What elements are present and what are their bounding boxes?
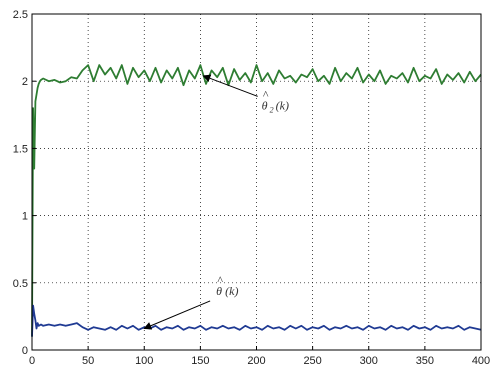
y-tick-label: 0.5 — [13, 278, 28, 290]
y-tick-label: 1 — [22, 211, 28, 223]
x-tick-label: 250 — [303, 355, 321, 367]
x-tick-label: 400 — [472, 355, 490, 367]
annotation-label: ^θ (k) — [216, 273, 238, 298]
axis-ticks: 0 50 100 150 200 250 300 350 400 0 0.5 1 1.5 2 2.5 — [13, 9, 490, 367]
x-tick-label: 100 — [135, 355, 153, 367]
y-tick-label: 0 — [22, 345, 28, 357]
annotation-hat: ^ — [217, 273, 223, 287]
annotation-hat: ^ — [263, 87, 269, 101]
series-line-0 — [31, 64, 482, 337]
annotations: ^θ 2 (k)^θ (k) — [143, 74, 289, 330]
annotation-subscript: 2 — [270, 105, 274, 114]
annotation-argument: (k) — [225, 284, 238, 298]
x-tick-label: 200 — [247, 355, 265, 367]
annotation-arrow — [202, 74, 258, 97]
annotation-symbol: θ — [216, 284, 222, 298]
x-tick-label: 350 — [416, 355, 434, 367]
y-tick-label: 2.5 — [13, 9, 28, 21]
x-tick-label: 150 — [191, 355, 209, 367]
series-group — [31, 64, 482, 337]
annotation-label: ^θ 2 (k) — [262, 87, 289, 114]
y-tick-label: 2 — [22, 76, 28, 88]
y-tick-label: 1.5 — [13, 143, 28, 155]
x-tick-label: 0 — [29, 355, 35, 367]
annotation-arrow — [143, 300, 211, 330]
x-tick-label: 50 — [82, 355, 94, 367]
annotation-symbol: θ — [262, 98, 268, 112]
gridlines — [32, 14, 481, 350]
annotation-argument: (k) — [276, 98, 289, 112]
series-line-1 — [31, 304, 482, 337]
x-tick-label: 300 — [360, 355, 378, 367]
